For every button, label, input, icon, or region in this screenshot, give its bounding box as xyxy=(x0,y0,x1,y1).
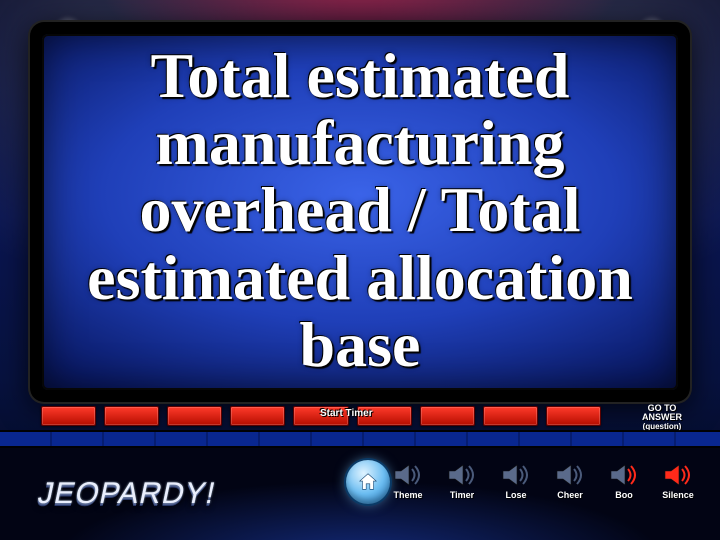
sound-label: Boo xyxy=(615,490,633,500)
timer-cell xyxy=(546,406,601,426)
clue-screen: Total estimated manufacturing overhead /… xyxy=(42,34,678,390)
sound-row: Theme Timer Lose Cheer Boo Silence xyxy=(388,462,698,500)
goto-answer-button[interactable]: GO TO ANSWER (question) xyxy=(628,404,696,431)
logo-text: JEOPARDY! xyxy=(35,477,219,511)
sound-button-theme[interactable]: Theme xyxy=(388,462,428,500)
speaker-icon xyxy=(663,462,693,488)
sound-label: Theme xyxy=(393,490,422,500)
timer-cell xyxy=(167,406,222,426)
timer-cell xyxy=(104,406,159,426)
timer-cell xyxy=(420,406,475,426)
tv-frame: Total estimated manufacturing overhead /… xyxy=(30,22,690,402)
sound-button-boo[interactable]: Boo xyxy=(604,462,644,500)
board-grid-stripe xyxy=(0,430,720,448)
sound-label: Timer xyxy=(450,490,474,500)
sound-button-lose[interactable]: Lose xyxy=(496,462,536,500)
sound-label: Silence xyxy=(662,490,694,500)
sound-label: Lose xyxy=(505,490,526,500)
sound-button-silence[interactable]: Silence xyxy=(658,462,698,500)
timer-cell xyxy=(230,406,285,426)
speaker-icon xyxy=(447,462,477,488)
speaker-icon xyxy=(501,462,531,488)
home-button[interactable] xyxy=(346,460,390,504)
speaker-icon xyxy=(609,462,639,488)
stage: Total estimated manufacturing overhead /… xyxy=(0,0,720,540)
sound-button-cheer[interactable]: Cheer xyxy=(550,462,590,500)
sound-button-timer[interactable]: Timer xyxy=(442,462,482,500)
speaker-icon xyxy=(393,462,423,488)
speaker-icon xyxy=(555,462,585,488)
start-timer-button[interactable]: Start Timer xyxy=(320,408,373,419)
jeopardy-logo: JEOPARDY! xyxy=(26,466,228,522)
clue-text: Total estimated manufacturing overhead /… xyxy=(42,42,678,378)
timer-cell xyxy=(483,406,538,426)
timer-cell xyxy=(41,406,96,426)
sound-label: Cheer xyxy=(557,490,583,500)
home-icon xyxy=(357,471,379,493)
